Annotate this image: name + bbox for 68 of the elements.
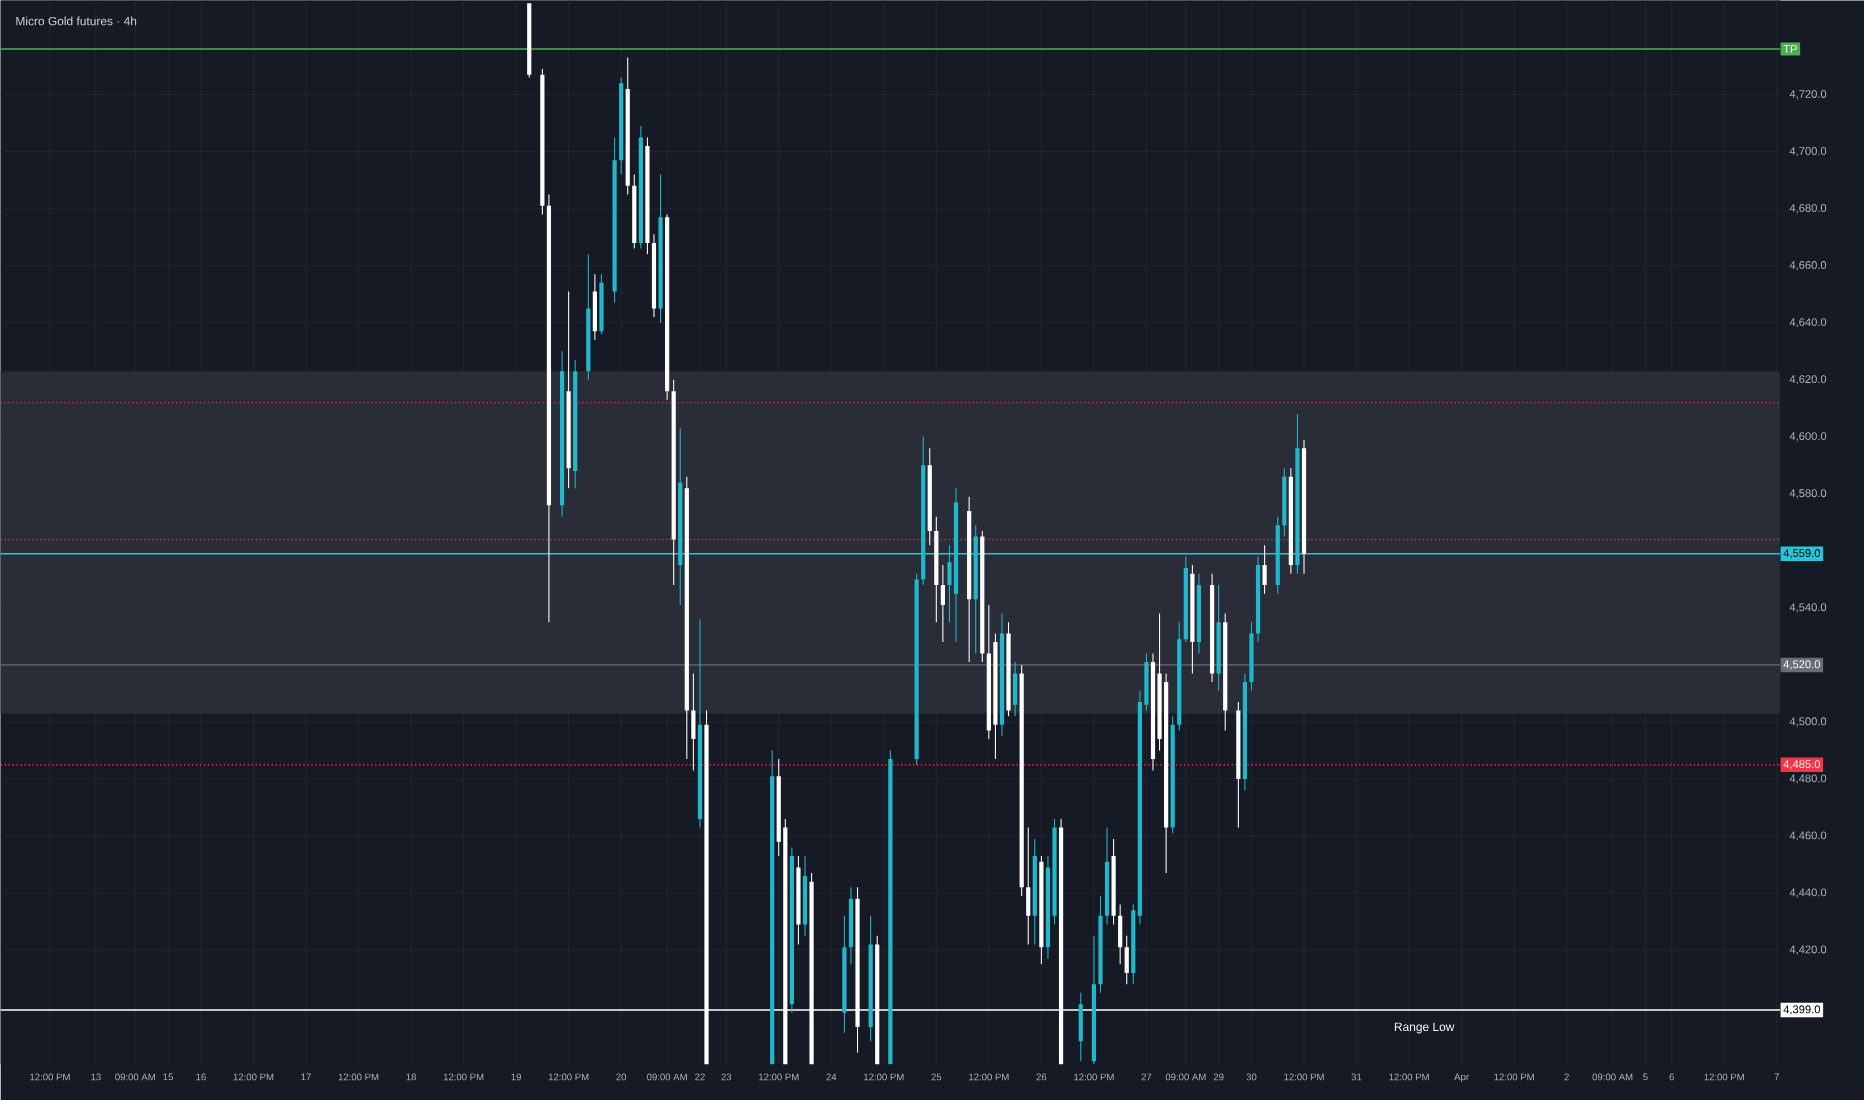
candlestick	[658, 174, 663, 323]
candlestick	[1249, 622, 1254, 691]
candlestick	[1019, 664, 1024, 896]
candlestick	[527, 3, 532, 78]
candlestick	[599, 274, 604, 335]
candlestick	[1118, 904, 1123, 965]
candlestick	[1196, 573, 1202, 654]
candlestick	[934, 516, 939, 623]
candlestick	[625, 57, 630, 195]
candlestick	[1013, 662, 1018, 717]
candlestick	[665, 214, 670, 400]
candlestick	[671, 379, 676, 586]
candlestick	[573, 359, 578, 489]
candlestick	[914, 573, 919, 765]
candlestick	[691, 673, 696, 771]
candlestick	[632, 174, 637, 249]
candlestick	[1111, 838, 1116, 925]
candlestick	[619, 77, 624, 175]
candlestick	[770, 750, 775, 1065]
candlestick	[796, 855, 801, 945]
candlestick	[1242, 673, 1248, 791]
candlestick	[868, 915, 873, 1042]
candlestick	[789, 847, 794, 1013]
candlestick	[1078, 992, 1083, 1062]
candlestick	[940, 565, 945, 643]
candlestick	[973, 525, 978, 654]
candlestick	[546, 194, 552, 623]
candlestick	[1170, 716, 1175, 834]
candlestick	[980, 530, 985, 663]
candlestick	[1236, 701, 1241, 828]
candlestick	[1039, 855, 1044, 965]
candlestick	[684, 476, 689, 759]
candlestick	[586, 254, 591, 380]
candlestick	[1124, 935, 1129, 985]
candlestick	[559, 351, 565, 517]
candlestick	[1177, 622, 1182, 731]
candlestick	[1006, 622, 1011, 717]
candlestick	[1183, 556, 1188, 643]
candlestick	[1282, 468, 1287, 537]
candlestick	[566, 291, 571, 489]
candlestick	[1216, 585, 1221, 691]
candlestick	[1301, 439, 1307, 574]
candlestick	[1190, 565, 1195, 674]
candlestick	[678, 428, 683, 605]
candlestick	[1295, 413, 1300, 574]
candlestick	[1091, 935, 1096, 1065]
candlestick	[612, 137, 617, 303]
candlestick	[1288, 468, 1293, 574]
candlestick	[540, 68, 545, 215]
candlestick	[1223, 613, 1228, 731]
candlestick	[953, 488, 959, 643]
candlestick	[1098, 895, 1103, 993]
candlestick	[1032, 838, 1037, 945]
candlestick	[1209, 573, 1215, 682]
candlestick	[1275, 516, 1280, 594]
candlestick	[802, 855, 808, 936]
candlestick	[927, 448, 932, 546]
candlestick	[921, 436, 926, 586]
candlestick	[1104, 827, 1110, 925]
candlestick	[638, 125, 643, 249]
candlestick	[1262, 545, 1267, 594]
candlestick	[999, 613, 1005, 737]
candlestick	[1026, 827, 1031, 945]
candlestick	[1255, 556, 1261, 643]
candlestick	[697, 619, 703, 828]
candlestick	[592, 274, 597, 340]
candlestick	[888, 750, 893, 1065]
candlestick	[967, 496, 972, 663]
